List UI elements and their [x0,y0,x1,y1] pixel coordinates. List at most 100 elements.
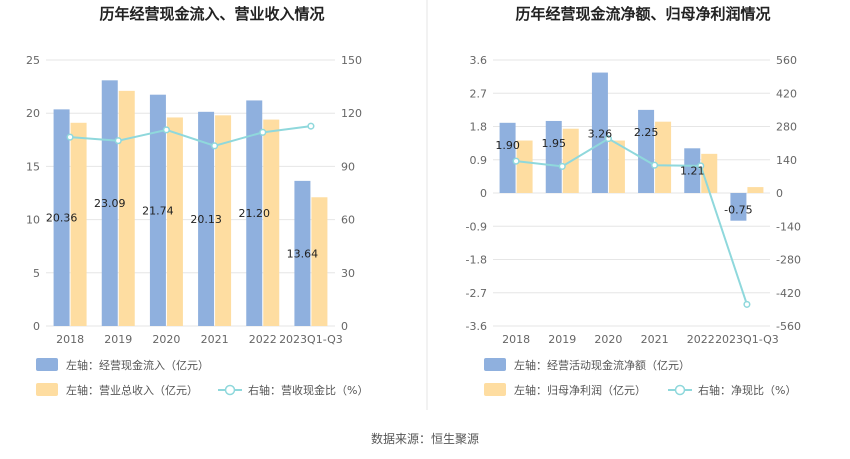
bar-series2 [701,153,718,193]
line-series3 [515,137,748,305]
x-axis-category-label: 2020 [152,333,180,346]
x-axis-category-label: 2023Q1-Q3 [279,333,343,346]
right-axis-tick-label: 150 [341,54,362,67]
line-series3 [70,125,312,147]
bar-series1 [294,180,311,326]
x-axis-category-label: 2019 [548,333,576,346]
right-axis-tick-label: 0 [776,187,783,200]
left-axis-tick-label: 0 [33,320,40,333]
legend-label: 右轴：营收现金比（%） [248,383,368,397]
legend-swatch-bar [484,358,506,371]
line-point [697,162,705,170]
line-point [66,133,74,141]
line-point [604,135,612,143]
right-axis-tick-label: -280 [776,254,801,267]
bar-series2 [215,115,232,326]
legend-label: 左轴：归母净利润（亿元） [514,383,646,397]
legend-swatch-bar [36,358,58,371]
right-axis-tick-label: 420 [776,87,797,100]
left-axis-tick-label: 3.6 [470,54,488,67]
bar-series2 [608,140,625,193]
legend-swatch-point [674,384,686,396]
line-point [651,161,659,169]
bar-series2 [166,117,183,327]
x-axis-category-label: 2022 [687,333,715,346]
bar-series2 [655,121,672,193]
data-label: 3.26 [588,128,613,141]
line-point [558,162,566,170]
bar-series1 [638,109,655,193]
bar-series1 [591,72,608,193]
left-axis-tick-label: 15 [26,160,40,173]
left-axis-tick-label: 20 [26,107,40,120]
bar-series1 [730,193,747,221]
right-axis-tick-label: 30 [341,267,355,280]
bar-series1 [149,94,166,326]
data-label: 20.13 [190,213,222,226]
x-axis-category-label: 2019 [104,333,132,346]
left-axis-tick-label: -3.6 [466,320,487,333]
legend-label: 左轴：营业总收入（亿元） [66,383,198,397]
bar-series1 [499,122,516,193]
line-point [743,300,751,308]
bar-series2 [70,122,87,326]
bar-series2 [118,90,135,326]
line-point [512,157,520,165]
right-axis-tick-label: 140 [776,154,797,167]
data-label: 1.95 [542,137,567,150]
left-axis-tick-label: 1.8 [470,121,488,134]
legend-swatch-bar [36,383,58,396]
x-axis-category-label: 2021 [201,333,229,346]
x-axis-category-label: 2020 [594,333,622,346]
data-label: -0.75 [724,204,752,217]
right-axis-tick-label: 0 [341,320,348,333]
x-axis-category-label: 2022 [249,333,277,346]
data-label: 21.20 [239,207,271,220]
left-axis-tick-label: -2.7 [466,287,487,300]
legend-label: 左轴：经营现金流入（亿元） [66,358,209,372]
data-label: 21.74 [142,204,174,217]
legend-swatch-bar [484,383,506,396]
line-point [211,142,219,150]
data-label: 1.90 [495,139,520,152]
left-axis-tick-label: 10 [26,214,40,227]
x-axis-category-label: 2021 [641,333,669,346]
right-axis-tick-label: 60 [341,214,355,227]
line-point [162,126,170,134]
data-label: 13.64 [287,247,319,260]
left-axis-tick-label: 25 [26,54,40,67]
bar-series1 [246,100,263,326]
line-point [259,128,267,136]
x-axis-category-label: 2023Q1-Q3 [715,333,779,346]
line-point [307,122,315,130]
chart-title: 历年经营现金流净额、归母净利润情况 [515,5,770,23]
right-axis-tick-label: 90 [341,160,355,173]
right-axis-tick-label: -420 [776,287,801,300]
data-label: 20.36 [46,212,78,225]
legend-swatch-point [224,384,236,396]
left-axis-tick-label: -0.9 [466,220,487,233]
line-point [114,137,122,145]
bar-series1 [53,109,70,326]
bar-series2 [263,119,280,326]
bar-series1 [545,120,562,193]
legend-label: 左轴：经营活动现金流净额（亿元） [514,358,690,372]
bar-series1 [101,80,118,326]
data-label: 1.21 [680,164,705,177]
data-label: 23.09 [94,197,126,210]
right-axis-tick-label: -140 [776,220,801,233]
x-axis-category-label: 2018 [502,333,530,346]
chart-net-cashflow-profit: 历年经营现金流净额、归母净利润情况 -3.6 -2.7 -1.8 -0.9 0 0.9 1.8… [466,5,801,397]
left-axis-tick-label: 5 [33,267,40,280]
bar-series2 [311,197,328,326]
right-axis-tick-label: 120 [341,107,362,120]
bar-series2 [516,140,533,193]
bar-series1 [684,148,701,193]
chart-cashflow-revenue: 历年经营现金流入、营业收入情况 0 5 10 15 20 25 0 30 60 90 120 150 20… [26,5,368,397]
right-axis-tick-label: 280 [776,121,797,134]
legend-label: 右轴：净现比（%） [698,383,796,397]
left-axis-tick-label: 2.7 [470,87,488,100]
data-source: 数据来源：恒生聚源 [371,431,479,446]
x-axis-category-label: 2018 [56,333,84,346]
